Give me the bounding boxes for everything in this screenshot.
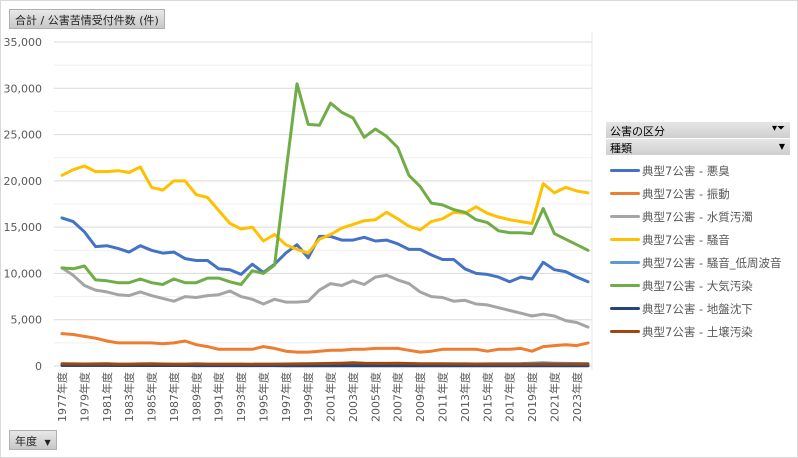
legend-swatch [610, 215, 640, 218]
y-tick-label: 25,000 [4, 129, 43, 142]
legend-label: 典型7公害 - 大気汚染 [642, 278, 753, 293]
axis-field-button[interactable]: 年度 ▼ [9, 430, 57, 450]
legend-subheader-label: 種類 [610, 142, 632, 155]
x-tick-label: 2015年度 [480, 372, 494, 422]
legend-item[interactable]: 典型7公害 - 地盤沈下 [606, 297, 790, 320]
legend-swatch [610, 192, 640, 195]
x-tick-label: 2007年度 [391, 372, 405, 422]
x-tick-label: 2013年度 [458, 372, 472, 422]
legend-swatch [610, 307, 640, 310]
legend-swatch [610, 261, 640, 264]
dropdown-arrow-icon[interactable]: ▼ [778, 142, 785, 151]
legend-swatch [610, 238, 640, 241]
legend-item[interactable]: 典型7公害 - 騒音_低周波音 [606, 251, 790, 274]
y-tick-label: 30,000 [4, 82, 43, 95]
legend-swatch [610, 330, 640, 333]
axis-field-label: 年度 [15, 435, 37, 448]
x-tick-label: 1985年度 [145, 372, 159, 422]
x-tick-label: 1997年度 [279, 372, 293, 422]
legend-label: 典型7公害 - 地盤沈下 [642, 301, 753, 316]
x-tick-label: 2005年度 [368, 372, 382, 422]
y-tick-label: 15,000 [4, 221, 43, 234]
x-tick-label: 1981年度 [100, 372, 114, 422]
series-line [60, 266, 590, 329]
x-tick-label: 2011年度 [436, 372, 450, 422]
legend-label: 典型7公害 - 土壌汚染 [642, 324, 753, 339]
legend-label: 典型7公害 - 騒音 [642, 232, 730, 247]
line-chart: 0 5,000 10,000 15,000 20,000 25,000 30,000 35,0… [4, 32, 593, 422]
y-tick-label: 5,000 [11, 314, 43, 327]
legend-label: 典型7公害 - 水質汚濁 [642, 209, 753, 224]
legend-item[interactable]: 典型7公害 - 振動 [606, 182, 790, 205]
x-tick-label: 2021年度 [547, 372, 561, 422]
x-tick-label: 1987年度 [167, 372, 181, 422]
y-tick-label: 20,000 [4, 175, 43, 188]
x-tick-label: 1989年度 [189, 372, 203, 422]
x-tick-label: 2017年度 [503, 372, 517, 422]
x-tick-label: 1999年度 [301, 372, 315, 422]
x-tick-label: 1977年度 [55, 372, 69, 422]
x-tick-label: 2001年度 [324, 372, 338, 422]
value-field-button[interactable]: 合計 / 公害苦情受付件数 (件) [9, 9, 165, 29]
x-tick-label: 2023年度 [570, 372, 584, 422]
filter-icon[interactable]: ▾⏷ [771, 123, 785, 134]
y-tick-label: 10,000 [4, 267, 43, 280]
legend-item[interactable]: 典型7公害 - 水質汚濁 [606, 205, 790, 228]
y-tick-label: 35,000 [4, 36, 43, 49]
legend-item[interactable]: 典型7公害 - 大気汚染 [606, 274, 790, 297]
series-line [60, 164, 590, 255]
legend-header-label: 公害の区分 [610, 125, 665, 138]
x-tick-label: 1995年度 [256, 372, 270, 422]
x-tick-label: 2019年度 [525, 372, 539, 422]
legend-swatch [610, 169, 640, 172]
y-tick-label: 0 [35, 360, 42, 373]
legend-label: 典型7公害 - 悪臭 [642, 163, 730, 178]
legend-label: 典型7公害 - 振動 [642, 186, 730, 201]
legend: 公害の区分 ▾⏷ 種類 ▼ 典型7公害 - 悪臭 典型7公害 - 振動 典型7公害 - … [606, 122, 790, 343]
legend-item[interactable]: 典型7公害 - 騒音 [606, 228, 790, 251]
series-line [60, 332, 590, 354]
legend-type-dropdown[interactable]: 種類 ▼ [606, 139, 790, 156]
series-line [60, 82, 590, 286]
x-tick-label: 1979年度 [77, 372, 91, 422]
x-tick-label: 2009年度 [413, 372, 427, 422]
x-tick-label: 1983年度 [122, 372, 136, 422]
x-tick-label: 2003年度 [346, 372, 360, 422]
legend-item[interactable]: 典型7公害 - 悪臭 [606, 159, 790, 182]
x-tick-label: 1991年度 [212, 372, 226, 422]
legend-item[interactable]: 典型7公害 - 土壌汚染 [606, 320, 790, 343]
legend-label: 典型7公害 - 騒音_低周波音 [642, 255, 782, 270]
x-tick-label: 1993年度 [234, 372, 248, 422]
dropdown-arrow-icon: ▼ [44, 438, 51, 447]
legend-swatch [610, 284, 640, 287]
legend-filter-header[interactable]: 公害の区分 ▾⏷ [606, 122, 790, 139]
series-line [60, 361, 590, 366]
